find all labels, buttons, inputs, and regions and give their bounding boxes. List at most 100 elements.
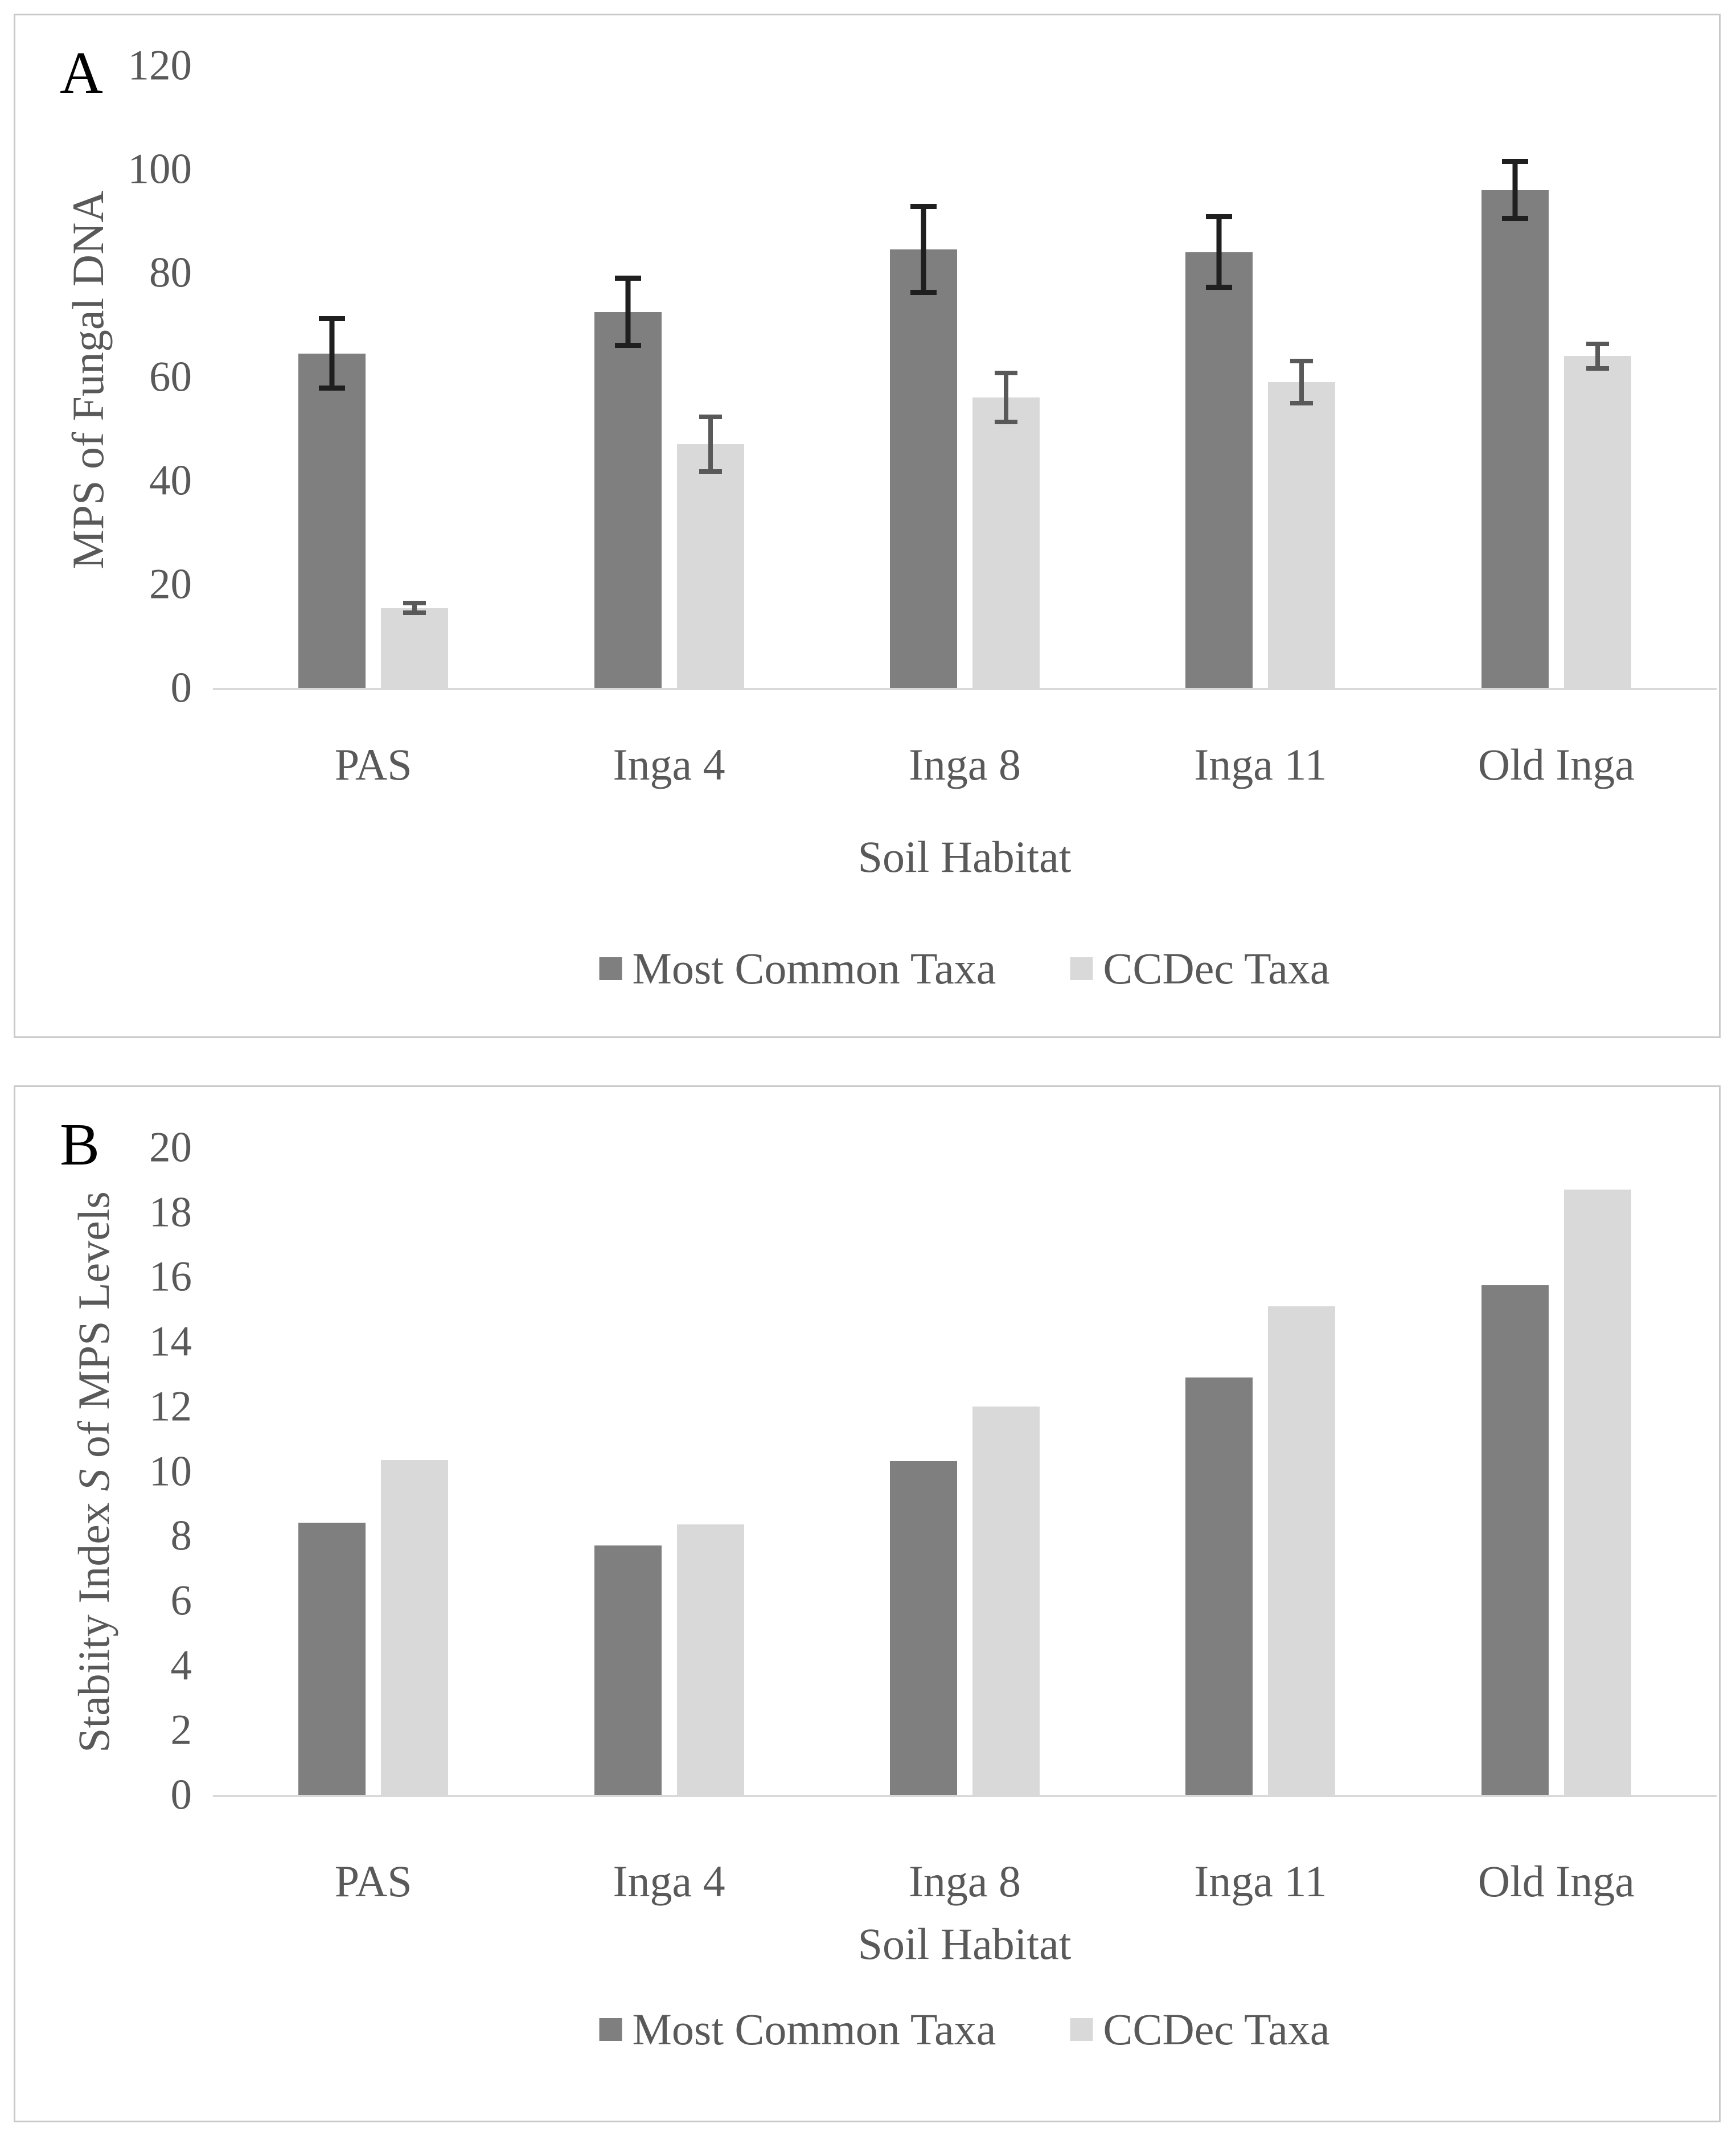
- x-category-label-inga-4: Inga 4: [613, 740, 725, 789]
- panel-b-letter: B: [60, 1111, 100, 1178]
- legend-item-most-common-taxa: Most Common Taxa: [599, 2004, 996, 2054]
- y-tick-label-2: 2: [170, 1706, 192, 1754]
- y-tick-label-4: 4: [170, 1642, 192, 1690]
- error-bar-cap-top: [403, 600, 426, 605]
- bar-ccdec-taxa-inga-8: [972, 397, 1040, 688]
- legend-item-ccdec-taxa: CCDec Taxa: [1070, 2007, 1329, 2052]
- error-bar-stem: [1004, 370, 1008, 425]
- y-tick-label-18: 18: [149, 1188, 192, 1236]
- panel-b-legend: Most Common Taxa CCDec Taxa: [599, 2004, 1329, 2054]
- y-tick-label-0: 0: [170, 1771, 192, 1819]
- x-category-label-inga-11: Inga 11: [1194, 740, 1327, 789]
- error-bar-ccdec-taxa-inga-11: [1288, 358, 1315, 405]
- x-category-label-old-inga: Old Inga: [1478, 1856, 1635, 1906]
- error-bar-stem: [1512, 158, 1518, 222]
- error-bar-stem: [708, 414, 713, 474]
- x-category-label-pas: PAS: [334, 1856, 412, 1906]
- legend-label-ccdec-taxa: CCDec Taxa: [1103, 944, 1330, 993]
- y-tick-label-80: 80: [149, 249, 192, 297]
- legend-swatch-most-common-taxa: [599, 2018, 622, 2041]
- bar-ccdec-taxa-inga-11: [1268, 382, 1336, 688]
- bar-most-common-taxa-inga-8: [890, 249, 957, 688]
- error-bar-most-common-taxa-inga-11: [1205, 214, 1233, 290]
- panel-a-legend: Most Common Taxa CCDec Taxa: [599, 944, 1329, 993]
- error-bar-most-common-taxa-pas: [318, 315, 346, 391]
- y-tick-label-16: 16: [149, 1253, 192, 1301]
- bar-ccdec-taxa-old-inga: [1563, 356, 1631, 688]
- error-bar-cap-bottom: [319, 386, 346, 391]
- error-bar-cap-top: [1206, 214, 1233, 220]
- x-category-label-inga-4: Inga 4: [613, 1856, 725, 1906]
- x-category-label-inga-8: Inga 8: [908, 740, 1021, 789]
- error-bar-stem: [329, 315, 335, 391]
- error-bar-cap-bottom: [1290, 400, 1314, 405]
- error-bar-cap-bottom: [910, 290, 937, 296]
- x-axis-line: [213, 688, 1717, 690]
- bar-most-common-taxa-inga-11: [1185, 1377, 1253, 1795]
- bar-most-common-taxa-inga-4: [594, 311, 662, 688]
- bar-most-common-taxa-inga-4: [594, 1545, 662, 1795]
- y-tick-label-14: 14: [149, 1318, 192, 1366]
- y-tick-label-0: 0: [170, 664, 192, 712]
- x-category-label-inga-8: Inga 8: [908, 1856, 1021, 1906]
- error-bar-ccdec-taxa-inga-4: [697, 414, 724, 474]
- error-bar-most-common-taxa-inga-4: [614, 275, 642, 348]
- y-tick-label-10: 10: [149, 1448, 192, 1495]
- y-tick-label-120: 120: [128, 42, 192, 89]
- panel-b: B Stabiity Index S of MPS Levels Soil Ha…: [14, 1085, 1721, 2122]
- y-tick-label-20: 20: [149, 560, 192, 608]
- error-bar-cap-top: [1586, 341, 1609, 346]
- error-bar-cap-top: [319, 315, 346, 321]
- x-category-label-inga-11: Inga 11: [1194, 1856, 1327, 1906]
- error-bar-cap-top: [995, 370, 1017, 375]
- legend-label-ccdec-taxa: CCDec Taxa: [1103, 2004, 1330, 2054]
- error-bar-most-common-taxa-old-inga: [1501, 158, 1529, 222]
- error-bar-ccdec-taxa-pas: [401, 600, 428, 616]
- error-bar-cap-bottom: [995, 420, 1017, 425]
- y-tick-label-12: 12: [149, 1383, 192, 1430]
- legend-swatch-most-common-taxa: [599, 957, 622, 980]
- bar-ccdec-taxa-inga-4: [676, 1524, 744, 1795]
- error-bar-cap-top: [614, 275, 641, 281]
- x-axis-line: [213, 1795, 1717, 1797]
- bar-ccdec-taxa-old-inga: [1563, 1189, 1631, 1795]
- y-tick-label-40: 40: [149, 457, 192, 505]
- error-bar-cap-top: [910, 204, 937, 210]
- legend-item-ccdec-taxa: CCDec Taxa: [1070, 946, 1329, 991]
- panel-a: A MPS of Fungal DNA Soil Habitat Most Co…: [14, 14, 1721, 1038]
- x-category-label-pas: PAS: [334, 740, 412, 789]
- error-bar-most-common-taxa-inga-8: [910, 204, 937, 296]
- error-bar-cap-bottom: [403, 610, 426, 616]
- error-bar-stem: [921, 204, 926, 296]
- error-bar-stem: [412, 600, 417, 616]
- y-tick-label-60: 60: [149, 353, 192, 400]
- legend-swatch-ccdec-taxa: [1070, 957, 1093, 980]
- bar-ccdec-taxa-pas: [381, 1459, 449, 1795]
- panel-a-x-axis-title: Soil Habitat: [857, 832, 1072, 882]
- error-bar-stem: [1595, 341, 1600, 371]
- y-tick-label-6: 6: [170, 1577, 192, 1625]
- error-bar-ccdec-taxa-inga-8: [992, 370, 1020, 425]
- legend-label-most-common-taxa: Most Common Taxa: [632, 2004, 996, 2054]
- bar-most-common-taxa-inga-8: [890, 1461, 957, 1795]
- bar-most-common-taxa-inga-11: [1185, 252, 1253, 688]
- error-bar-cap-bottom: [614, 343, 641, 348]
- error-bar-stem: [1216, 214, 1222, 290]
- error-bar-cap-bottom: [1501, 216, 1528, 222]
- panel-b-x-axis-title: Soil Habitat: [857, 1919, 1072, 1969]
- bar-ccdec-taxa-inga-8: [972, 1406, 1040, 1795]
- bar-ccdec-taxa-inga-4: [676, 444, 744, 688]
- error-bar-cap-bottom: [1206, 285, 1233, 290]
- y-tick-label-20: 20: [149, 1124, 192, 1171]
- error-bar-cap-top: [1501, 158, 1528, 164]
- bar-most-common-taxa-old-inga: [1481, 1285, 1549, 1795]
- y-tick-label-8: 8: [170, 1512, 192, 1560]
- legend-item-most-common-taxa: Most Common Taxa: [599, 944, 996, 993]
- legend-label-most-common-taxa: Most Common Taxa: [632, 944, 996, 993]
- bar-most-common-taxa-pas: [298, 1523, 366, 1795]
- legend-swatch-ccdec-taxa: [1070, 2018, 1093, 2041]
- error-bar-stem: [1299, 358, 1304, 405]
- bar-ccdec-taxa-pas: [381, 608, 449, 688]
- error-bar-cap-bottom: [1586, 366, 1609, 371]
- error-bar-ccdec-taxa-old-inga: [1584, 341, 1611, 371]
